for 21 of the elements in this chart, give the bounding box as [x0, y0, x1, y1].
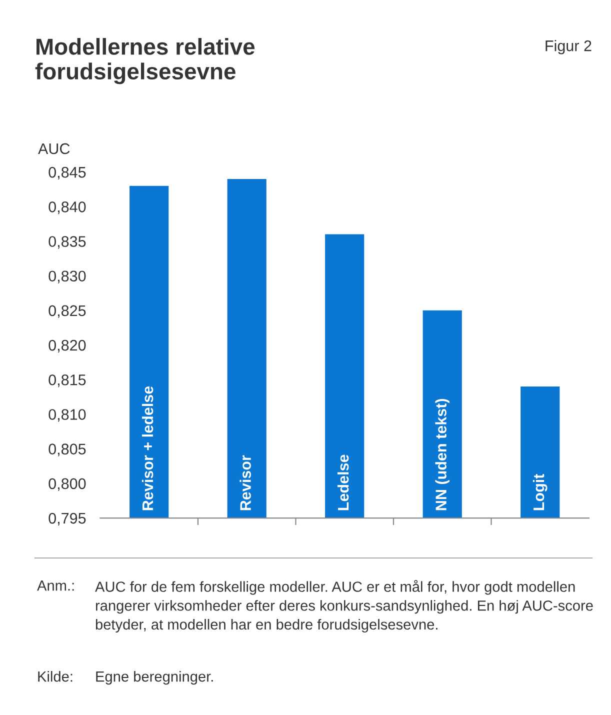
y-tick-label: 0,830	[48, 270, 86, 284]
y-tick-label: 0,825	[48, 305, 86, 318]
text: Anm.: AUC for de fem forskellige modeller. AUC er et mål for, hvor godt modellen rangerer virksomheder efter deres konkurssandsynlighed. En høj AUC-score betyder, at modellen har en bedre forudsigelsesevne.	[37, 580, 593, 633]
x-tick-label: Revisor + ledelse	[142, 386, 154, 510]
y-tick-label: 0,835	[48, 236, 86, 249]
y-tick-label: 0,820	[48, 340, 86, 353]
chart-title: Modellernes relative forudsigelsesevne	[35, 38, 255, 84]
y-tick-label: 0,805	[48, 444, 86, 456]
y-tick-label: 0,800	[48, 478, 86, 491]
y-tick-label: 0,845	[48, 166, 86, 180]
y-tick-label: 0,810	[48, 409, 86, 422]
y-tick-label: 0,840	[48, 201, 86, 214]
x-tick-label: NN (uden tekst)	[435, 398, 450, 510]
x-tick-label: Logit	[532, 474, 548, 510]
x-tick-label: Ledelse	[337, 454, 349, 510]
y-tick-label: 0,795	[48, 512, 86, 526]
chart-subtitle: Figur 2	[546, 40, 592, 54]
y-axis-title: AUC	[38, 143, 70, 154]
y-tick-label: 0,815	[48, 374, 86, 388]
x-tick-label: Revisor	[240, 455, 251, 510]
text: Kilde: Egne beregninger.	[38, 671, 213, 685]
